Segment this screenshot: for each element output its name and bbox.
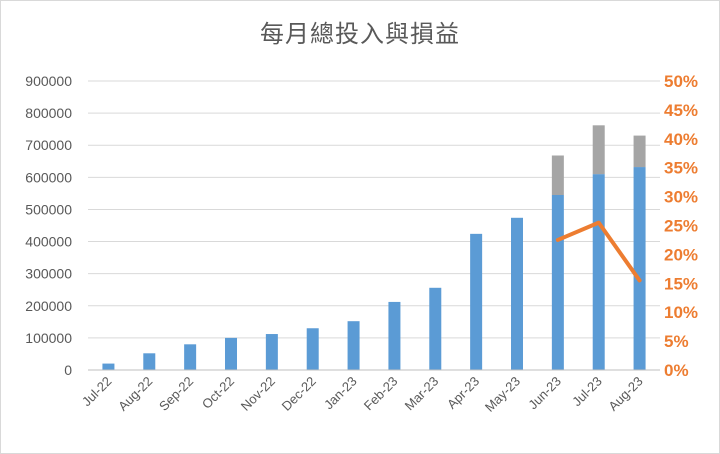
y2-tick-label: 20% [664, 245, 698, 264]
y2-tick-label: 45% [664, 101, 698, 120]
x-tick-label: Aug-23 [605, 374, 645, 414]
y-tick-label: 0 [64, 362, 72, 378]
x-tick-label: Aug-22 [115, 374, 155, 414]
bar-series-1 [551, 194, 564, 370]
chart-title: 每月總投入與損益 [260, 20, 460, 48]
bar-series-1 [633, 167, 646, 370]
bar-series-1 [306, 328, 319, 370]
bar-series-2 [633, 135, 646, 168]
y-tick-label: 100000 [25, 330, 72, 346]
bar-series-1 [388, 301, 401, 370]
bar-series-1 [347, 321, 360, 370]
y-tick-label: 900000 [25, 73, 72, 89]
y-tick-label: 500000 [25, 201, 72, 217]
x-tick-label: Dec-22 [279, 374, 319, 414]
bar-series-1 [143, 353, 156, 370]
line-series [555, 220, 642, 283]
bar-series-1 [470, 233, 483, 370]
y2-tick-label: 40% [664, 130, 698, 149]
x-tick-label: Jun-23 [525, 374, 564, 413]
y2-tick-label: 5% [664, 332, 689, 351]
bar-series-1 [265, 334, 278, 370]
y-tick-label: 400000 [25, 234, 72, 250]
y2-tick-label: 35% [664, 159, 698, 178]
y-tick-label: 200000 [25, 298, 72, 314]
bar-series-1 [429, 287, 442, 370]
x-tick-label: Jul-23 [569, 374, 605, 410]
x-tick-label: Feb-23 [361, 374, 401, 414]
bar-series-1 [511, 217, 523, 370]
y-tick-label: 800000 [25, 105, 72, 121]
bar-series-1 [102, 363, 115, 370]
y-tick-label: 600000 [25, 169, 72, 185]
x-tick-label: May-23 [482, 374, 523, 415]
x-tick-label: Apr-23 [444, 374, 482, 412]
bar-series-2 [592, 125, 605, 175]
x-tick-label: Nov-22 [238, 374, 278, 414]
y2-tick-label: 25% [664, 217, 698, 236]
bar-series-1 [184, 344, 197, 370]
y2-tick-label: 50% [664, 72, 698, 91]
x-tick-label: Jan-23 [321, 374, 360, 413]
bar-series-1 [225, 337, 237, 370]
bar-series-2 [551, 155, 564, 195]
x-tick-label: Sep-22 [156, 374, 196, 414]
y2-tick-label: 10% [664, 303, 698, 322]
y2-tick-label: 15% [664, 274, 698, 293]
bar-series-1 [592, 174, 605, 370]
x-tick-label: Oct-22 [199, 374, 237, 412]
x-tick-label: Jul-22 [79, 374, 115, 410]
y2-tick-label: 30% [664, 188, 698, 207]
y2-tick-label: 0% [664, 361, 689, 380]
x-tick-label: Mar-23 [402, 374, 442, 414]
y-tick-label: 300000 [25, 266, 72, 282]
y-tick-label: 700000 [25, 137, 72, 153]
